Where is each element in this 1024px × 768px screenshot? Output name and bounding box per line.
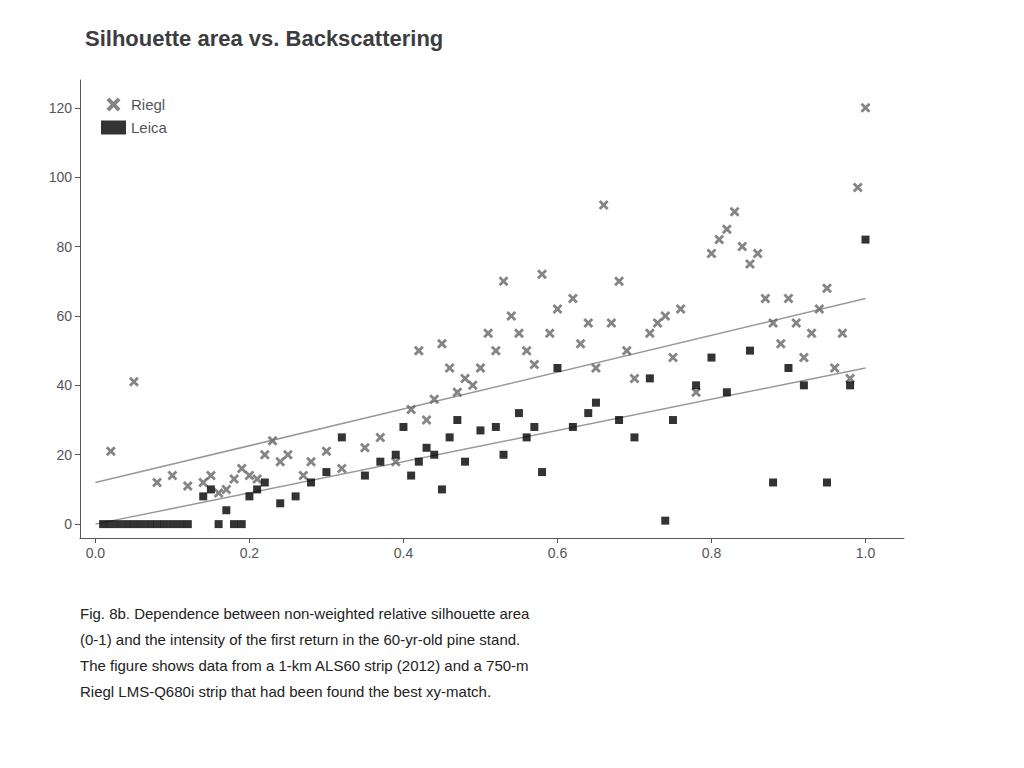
svg-text:Fig. 8b. Dependence between no: Fig. 8b. Dependence between non-weighted… (80, 605, 530, 622)
svg-text:0.0: 0.0 (86, 545, 106, 561)
svg-text:Riegl: Riegl (131, 96, 165, 113)
svg-text:0: 0 (64, 516, 72, 532)
svg-text:Leica: Leica (131, 119, 168, 136)
svg-text:80: 80 (56, 239, 72, 255)
svg-text:1.0: 1.0 (856, 545, 876, 561)
svg-text:The figure shows data from a 1: The figure shows data from a 1-km ALS60 … (80, 657, 529, 674)
svg-text:0.8: 0.8 (702, 545, 722, 561)
svg-text:0.4: 0.4 (394, 545, 414, 561)
svg-text:(0-1) and the intensity of the: (0-1) and the intensity of the first ret… (80, 631, 520, 648)
svg-text:60: 60 (56, 308, 72, 324)
svg-text:Silhouette area vs. Backscatte: Silhouette area vs. Backscattering (85, 26, 443, 51)
svg-text:0.6: 0.6 (548, 545, 568, 561)
svg-text:Riegl LMS-Q680i strip that had: Riegl LMS-Q680i strip that had been foun… (80, 683, 491, 700)
svg-text:20: 20 (56, 447, 72, 463)
svg-text:120: 120 (49, 100, 73, 116)
svg-text:0.2: 0.2 (240, 545, 260, 561)
svg-text:100: 100 (49, 169, 73, 185)
svg-text:40: 40 (56, 377, 72, 393)
